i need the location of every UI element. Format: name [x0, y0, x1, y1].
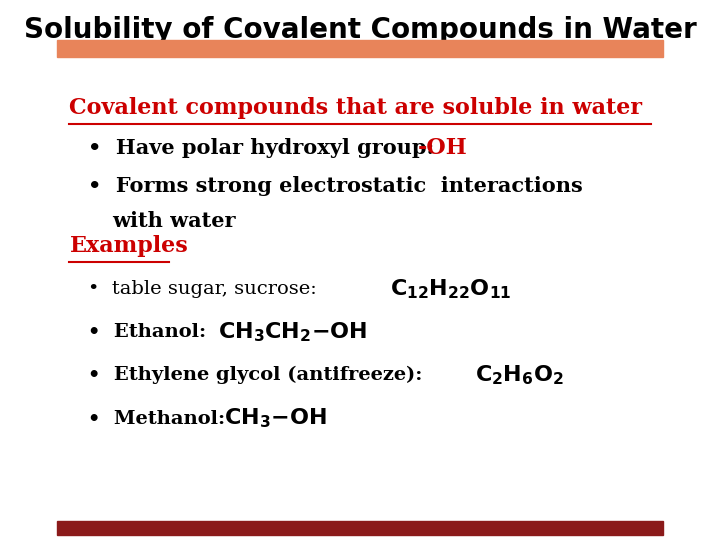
- Text: $\mathbf{C_{12}H_{22}O_{11}}$: $\mathbf{C_{12}H_{22}O_{11}}$: [390, 277, 512, 301]
- Text: $\mathbf{CH_3CH_2}$$\mathbf{-OH}$: $\mathbf{CH_3CH_2}$$\mathbf{-OH}$: [217, 320, 367, 344]
- Bar: [58, 40, 662, 57]
- Text: Covalent compounds that are soluble in water: Covalent compounds that are soluble in w…: [69, 97, 642, 119]
- Text: $\mathbf{CH_3}$$\mathbf{-OH}$: $\mathbf{CH_3}$$\mathbf{-OH}$: [224, 407, 326, 430]
- Text: Examples: Examples: [69, 235, 188, 256]
- Text: •  table sugar, sucrose:: • table sugar, sucrose:: [88, 280, 335, 298]
- Text: Solubility of Covalent Compounds in Water: Solubility of Covalent Compounds in Wate…: [24, 16, 696, 44]
- Text: with water: with water: [112, 211, 235, 232]
- Text: $\mathbf{C_2H_6O_2}$: $\mathbf{C_2H_6O_2}$: [475, 363, 564, 387]
- Text: •  Have polar hydroxyl group:: • Have polar hydroxyl group:: [88, 138, 449, 159]
- Text: •  Methanol:: • Methanol:: [88, 409, 238, 428]
- Text: •  Ethanol:: • Ethanol:: [88, 323, 220, 341]
- Text: •  Forms strong electrostatic  interactions: • Forms strong electrostatic interaction…: [88, 176, 582, 197]
- Text: -OH: -OH: [418, 138, 467, 159]
- Bar: [58, 521, 662, 535]
- Text: •  Ethylene glycol (antifreeze):: • Ethylene glycol (antifreeze):: [88, 366, 436, 384]
